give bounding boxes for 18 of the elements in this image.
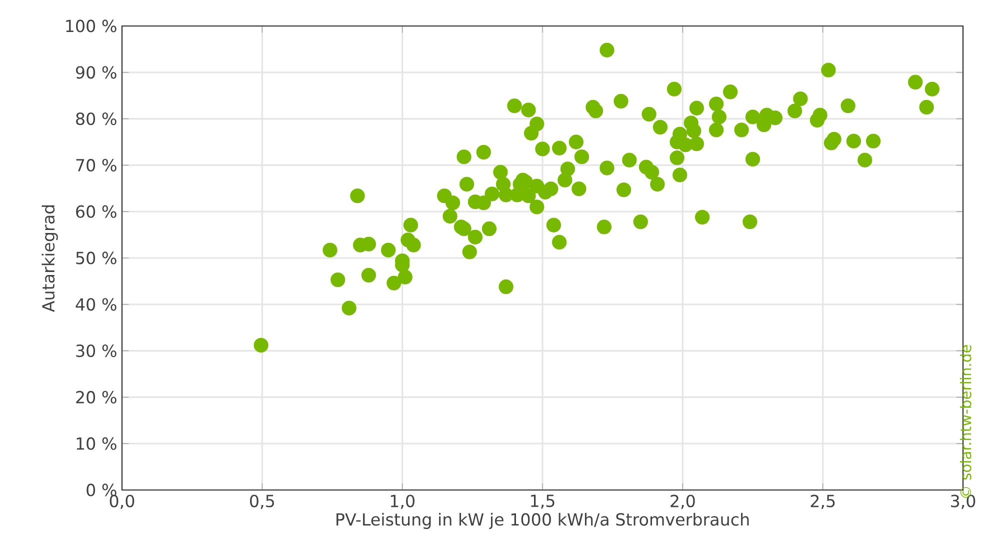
x-tick-label: 0,0 xyxy=(110,494,134,510)
x-tick-label: 1,0 xyxy=(390,494,414,510)
y-tick-label: 80 % xyxy=(76,112,116,126)
x-axis-title: PV-Leistung in kW je 1000 kWh/a Stromverbrauch xyxy=(336,512,749,529)
y-tick-label: 70 % xyxy=(76,158,116,172)
x-tick-label: 2,0 xyxy=(670,494,695,510)
y-tick-label: 100 % xyxy=(66,20,116,32)
x-tick-label: 1,5 xyxy=(531,494,554,509)
x-tick-label: 2,5 xyxy=(810,494,835,510)
y-tick-label: 40 % xyxy=(76,298,116,311)
y-tick-label: 50 % xyxy=(76,252,116,264)
y-tick-label: 10 % xyxy=(76,437,116,450)
y-tick-label: 20 % xyxy=(76,390,116,404)
y-tick-label: 60 % xyxy=(76,205,116,218)
x-tick-label: 0,5 xyxy=(250,494,274,510)
y-tick-label: 30 % xyxy=(76,344,116,358)
y-axis-title: Autarkiegrad xyxy=(42,205,58,312)
y-tick-label: 90 % xyxy=(76,66,116,79)
